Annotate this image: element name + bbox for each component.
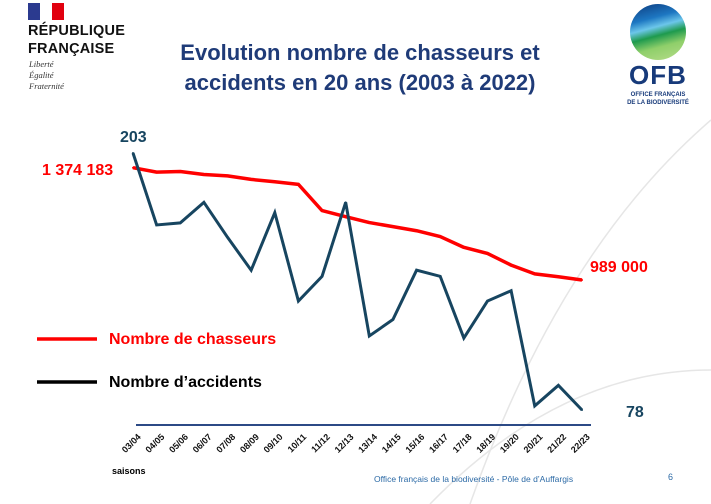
republique-francaise-logo: RÉPUBLIQUE FRANÇAISE Liberté Égalité Fra… (20, 3, 130, 95)
ofb-logo-sub1: OFFICE FRANÇAIS (630, 92, 686, 98)
hunters-point (202, 173, 205, 176)
hunters-point (155, 171, 158, 174)
accidents-start-label: 203 (120, 129, 147, 146)
x-tick-label: 03/04 (120, 432, 143, 455)
x-axis-label: saisons (112, 466, 146, 476)
accidents-point (155, 223, 158, 226)
x-tick-label: 07/08 (214, 432, 237, 455)
hunters-point (533, 272, 536, 275)
accidents-point (297, 300, 300, 303)
legend-accidents-label: Nombre d’accidents (109, 374, 262, 391)
hunters-point (179, 170, 182, 173)
accidents-point (462, 337, 465, 340)
legend-hunters-label: Nombre de chasseurs (109, 331, 276, 348)
x-tick-label: 11/12 (309, 432, 332, 455)
accidents-point (273, 211, 276, 214)
hunters-point (557, 275, 560, 278)
accidents-point (439, 275, 442, 278)
hunters-point (391, 225, 394, 228)
slide-title: Evolution nombre de chasseurs et acciden… (140, 38, 580, 98)
x-tick-label: 08/09 (238, 432, 261, 455)
gov-name-line1: RÉPUBLIQUE (28, 23, 126, 39)
x-tick-label: 09/10 (262, 432, 285, 455)
gov-name-line2: FRANÇAISE (28, 41, 115, 57)
hunters-point (132, 166, 134, 169)
accidents-point (557, 384, 560, 387)
accidents-point (486, 300, 489, 303)
accidents-point (179, 221, 182, 224)
x-tick-label: 17/18 (451, 432, 474, 455)
accidents-point (226, 236, 229, 239)
hunters-point (510, 264, 513, 267)
accidents-point (250, 269, 253, 272)
hunters-point (250, 178, 253, 181)
accidents-point (510, 289, 513, 292)
accidents-point (368, 334, 371, 337)
x-tick-label: 21/22 (545, 432, 568, 455)
hunters-point (297, 183, 300, 186)
hunters-point (344, 215, 347, 218)
series-accidents-line (131, 152, 584, 412)
accidents-point (415, 269, 418, 272)
series-hunters-line (132, 165, 583, 282)
hunters-point (439, 235, 442, 238)
x-tick-label: 15/16 (403, 432, 426, 455)
x-tick-label: 05/06 (167, 432, 190, 455)
hunters-point (415, 229, 418, 232)
x-tick-label: 22/23 (569, 432, 592, 455)
accidents-point (533, 404, 536, 407)
motto-2: Égalité (29, 70, 54, 80)
page-number: 6 (668, 472, 674, 482)
accidents-point (321, 275, 324, 278)
ofb-logo-word: OFB (629, 60, 687, 90)
title-line-2: accidents en 20 ans (2003 à 2022) (184, 70, 536, 95)
x-tick-label: 16/17 (427, 432, 450, 455)
hunters-point (581, 279, 583, 281)
footer-text: Office français de la biodiversité - Pôl… (374, 474, 574, 484)
ofb-logo-sub2: DE LA BIODIVERSITÉ (627, 100, 689, 106)
x-tick-label: 19/20 (498, 432, 521, 455)
hunters-point (368, 221, 371, 224)
marianne-flag-icon (28, 3, 64, 20)
x-tick-label: 04/05 (143, 432, 166, 455)
decor-arc (469, 119, 711, 504)
hunters-point (462, 246, 465, 249)
accidents-point (202, 201, 205, 204)
decor-arc (429, 369, 711, 504)
x-tick-label: 12/13 (333, 432, 356, 455)
hunters-point (321, 209, 324, 212)
accidents-end-label: 78 (626, 404, 644, 421)
ofb-logo: OFB OFFICE FRANÇAIS DE LA BIODIVERSITÉ (614, 4, 702, 112)
x-tick-label: 10/11 (286, 432, 309, 455)
accidents-point (581, 409, 583, 411)
accidents-point (391, 318, 394, 321)
motto-3: Fraternité (29, 81, 64, 91)
hunters-start-label: 1 374 183 (42, 162, 113, 179)
motto-1: Liberté (29, 59, 54, 69)
title-line-1: Evolution nombre de chasseurs et (180, 40, 540, 65)
hunters-point (486, 252, 489, 255)
x-tick-label: 13/14 (356, 432, 379, 455)
x-tick-label: 06/07 (191, 432, 214, 455)
ofb-landscape-icon (630, 4, 686, 60)
accidents-point (344, 201, 347, 204)
motto: Liberté Égalité Fraternité (29, 59, 130, 92)
hunters-end-label: 989 000 (590, 259, 648, 276)
hunters-point (226, 174, 229, 177)
accidents-point (132, 152, 134, 154)
hunters-point (273, 180, 276, 183)
x-tick-label: 20/21 (522, 432, 545, 455)
x-tick-label: 14/15 (380, 432, 403, 455)
